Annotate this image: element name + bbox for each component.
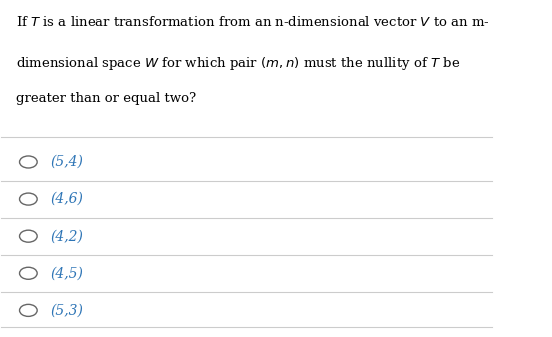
Text: (4,2): (4,2)	[50, 229, 83, 243]
Text: (4,6): (4,6)	[50, 192, 83, 206]
Text: (5,4): (5,4)	[50, 155, 83, 169]
Text: If $\mathit{T}$ is a linear transformation from an n-dimensional vector $\mathit: If $\mathit{T}$ is a linear transformati…	[16, 15, 490, 29]
Text: dimensional space $\mathit{W}$ for which pair $(m, n)$ must the nullity of $\mat: dimensional space $\mathit{W}$ for which…	[16, 55, 460, 72]
Text: greater than or equal two?: greater than or equal two?	[16, 92, 196, 104]
Text: (4,5): (4,5)	[50, 266, 83, 280]
Text: (5,3): (5,3)	[50, 303, 83, 317]
